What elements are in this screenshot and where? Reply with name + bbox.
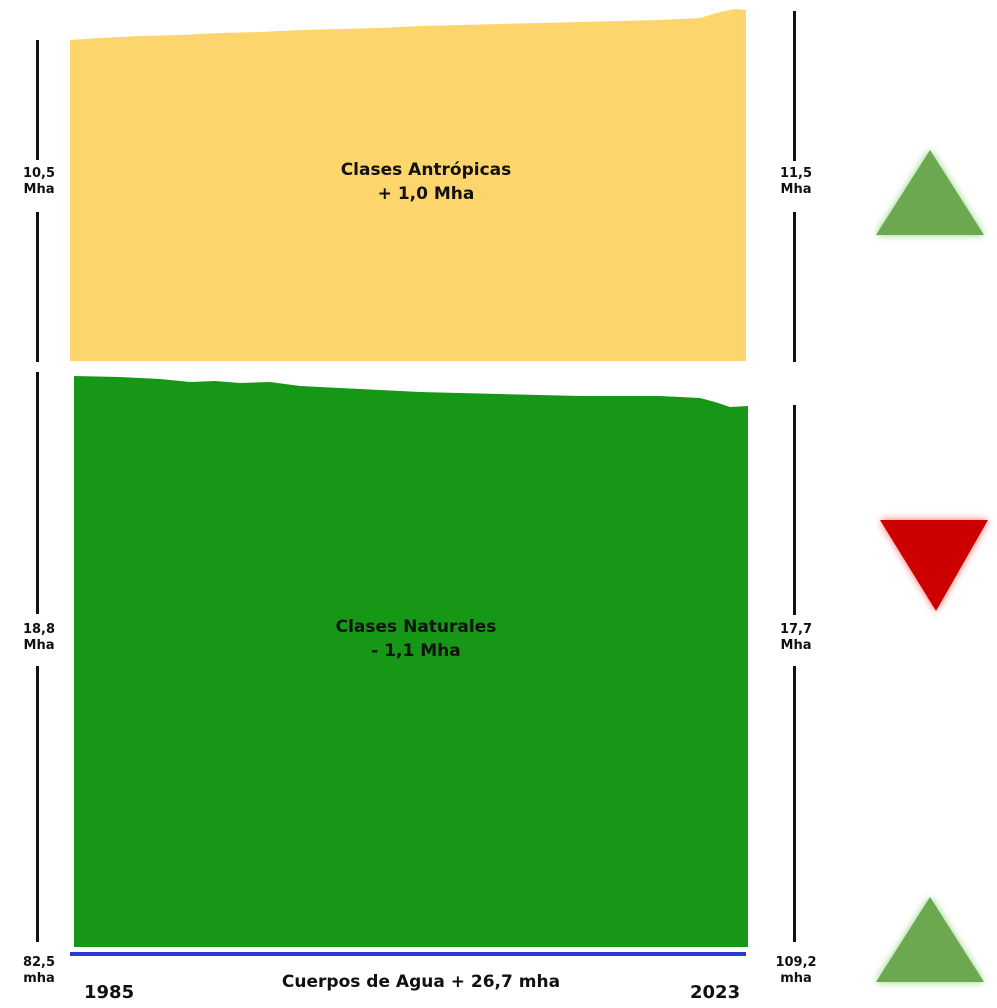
antropicas-title: Clases Antrópicas — [340, 160, 512, 180]
right-bracket-antropicas-lower — [793, 212, 796, 362]
right-bracket-naturales-lower — [793, 666, 796, 942]
left-bracket-naturales-upper — [36, 372, 39, 614]
left-bracket-antropicas-upper — [36, 40, 39, 160]
right-bracket-naturales-upper — [793, 405, 796, 615]
up-arrow-agua-icon — [876, 897, 984, 982]
down-arrow-naturales-icon — [880, 520, 988, 611]
agua-caption: Cuerpos de Agua + 26,7 mha — [281, 972, 561, 992]
year-end-label: 2023 — [690, 982, 741, 1003]
right-bracket-antropicas-upper — [793, 11, 796, 161]
antropicas-change: + 1,0 Mha — [377, 184, 475, 204]
left-bracket-naturales-lower — [36, 666, 39, 942]
naturales-change: - 1,1 Mha — [371, 641, 461, 661]
area-cuerpos-de-agua — [70, 952, 746, 956]
year-start-label: 1985 — [84, 982, 135, 1003]
label-1985-agua: 82,5 mha — [22, 955, 56, 987]
label-1985-antropicas: 10,5 Mha — [22, 166, 56, 198]
label-2023-antropicas: 11,5 Mha — [779, 166, 813, 198]
label-1985-naturales: 18,8 Mha — [22, 622, 56, 654]
up-arrow-antropicas-icon — [876, 150, 984, 235]
area-clases-antropicas — [70, 9, 746, 361]
naturales-title: Clases Naturales — [335, 617, 497, 637]
left-bracket-antropicas-lower — [36, 212, 39, 362]
label-2023-agua: 109,2 mha — [775, 955, 817, 987]
area-clases-naturales — [74, 376, 748, 947]
label-2023-naturales: 17,7 Mha — [779, 622, 813, 654]
